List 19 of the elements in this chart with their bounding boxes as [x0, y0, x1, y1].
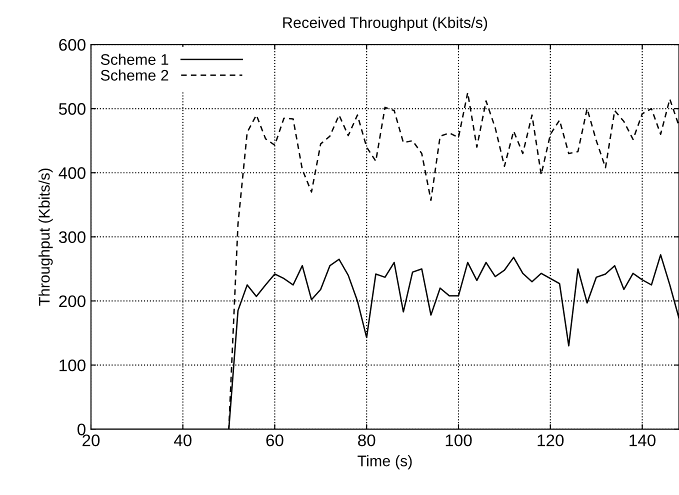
- chart-title: Received Throughput (Kbits/s): [283, 16, 488, 32]
- x-tick-label: 140: [630, 434, 656, 446]
- y-tick-label: 0: [78, 424, 86, 436]
- x-axis-title: Time (s): [358, 455, 412, 470]
- y-tick-label: 300: [58, 231, 86, 244]
- y-tick-label: 400: [58, 167, 86, 179]
- x-tick-label: 120: [538, 434, 564, 446]
- x-tick-label: 60: [266, 434, 284, 446]
- x-tick-label: 80: [358, 434, 376, 446]
- y-tick-label: 100: [60, 359, 86, 372]
- x-tick-label: 40: [174, 434, 192, 446]
- x-tick-label: 20: [82, 434, 100, 446]
- y-tick-label: 500: [58, 103, 86, 115]
- y-tick-label: 600: [59, 38, 86, 51]
- x-tick-label: 100: [446, 434, 472, 446]
- y-tick-label: 200: [59, 295, 86, 308]
- y-axis-title: Throughput (Kbits/s): [38, 168, 53, 306]
- legend-label: Scheme 1: [100, 54, 168, 65]
- legend-label: Scheme 2: [100, 69, 168, 81]
